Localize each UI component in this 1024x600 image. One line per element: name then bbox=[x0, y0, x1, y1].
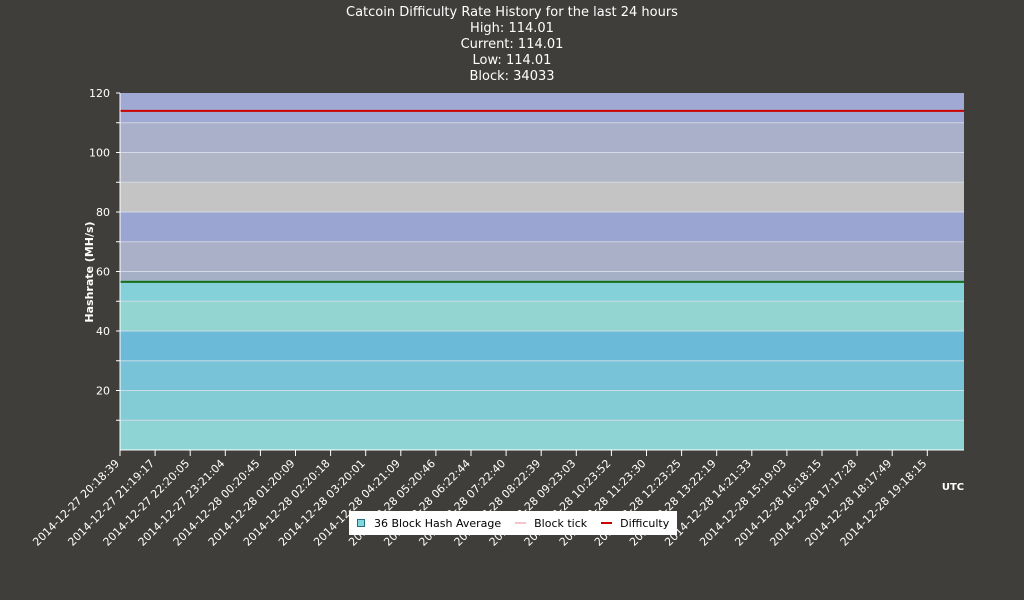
background-band bbox=[120, 122, 964, 153]
y-tick-label: 40 bbox=[96, 325, 110, 338]
background-band bbox=[120, 241, 964, 272]
x-axis-unit-label: UTC bbox=[942, 482, 964, 493]
y-tick-label: 20 bbox=[96, 385, 110, 398]
legend-label-hash-average: 36 Block Hash Average bbox=[374, 516, 502, 530]
hash-average-swatch-icon bbox=[357, 519, 365, 527]
legend-item-block-tick: Block tick bbox=[515, 517, 587, 530]
y-tick-label: 120 bbox=[89, 87, 110, 100]
legend-item-hash-average: 36 Block Hash Average bbox=[357, 517, 501, 530]
block-tick-swatch-icon bbox=[515, 522, 527, 524]
legend-label-difficulty: Difficulty bbox=[620, 516, 670, 530]
legend: 36 Block Hash Average Block tick Difficu… bbox=[349, 511, 678, 535]
y-axis-label: Hashrate (MH/s) bbox=[83, 221, 96, 322]
current-value-line: Current: 114.01 bbox=[460, 37, 564, 52]
legend-label-block-tick: Block tick bbox=[534, 516, 588, 530]
y-tick-label: 100 bbox=[89, 147, 110, 160]
background-band bbox=[120, 280, 964, 302]
background-band bbox=[120, 212, 964, 242]
background-band bbox=[120, 360, 964, 391]
background-band bbox=[120, 420, 964, 450]
y-tick-label: 60 bbox=[96, 266, 110, 279]
chart-title: Catcoin Difficulty Rate History for the … bbox=[346, 5, 678, 20]
background-band bbox=[120, 152, 964, 183]
low-value-line: Low: 114.01 bbox=[472, 53, 552, 68]
y-tick-label: 80 bbox=[96, 206, 110, 219]
background-band bbox=[120, 271, 964, 281]
high-value-line: High: 114.01 bbox=[470, 21, 554, 36]
chart-title-block: Catcoin Difficulty Rate History for the … bbox=[0, 5, 1024, 85]
grid-lines bbox=[120, 122, 964, 421]
block-value-line: Block: 34033 bbox=[469, 69, 555, 84]
background-band bbox=[120, 331, 964, 361]
background-band bbox=[120, 182, 964, 212]
series-lines bbox=[120, 109, 964, 283]
background-band bbox=[120, 301, 964, 331]
background-band bbox=[120, 93, 964, 123]
legend-item-difficulty: Difficulty bbox=[601, 517, 669, 530]
difficulty-swatch-icon bbox=[601, 522, 613, 524]
background-bands bbox=[120, 93, 964, 450]
background-band bbox=[120, 390, 964, 421]
